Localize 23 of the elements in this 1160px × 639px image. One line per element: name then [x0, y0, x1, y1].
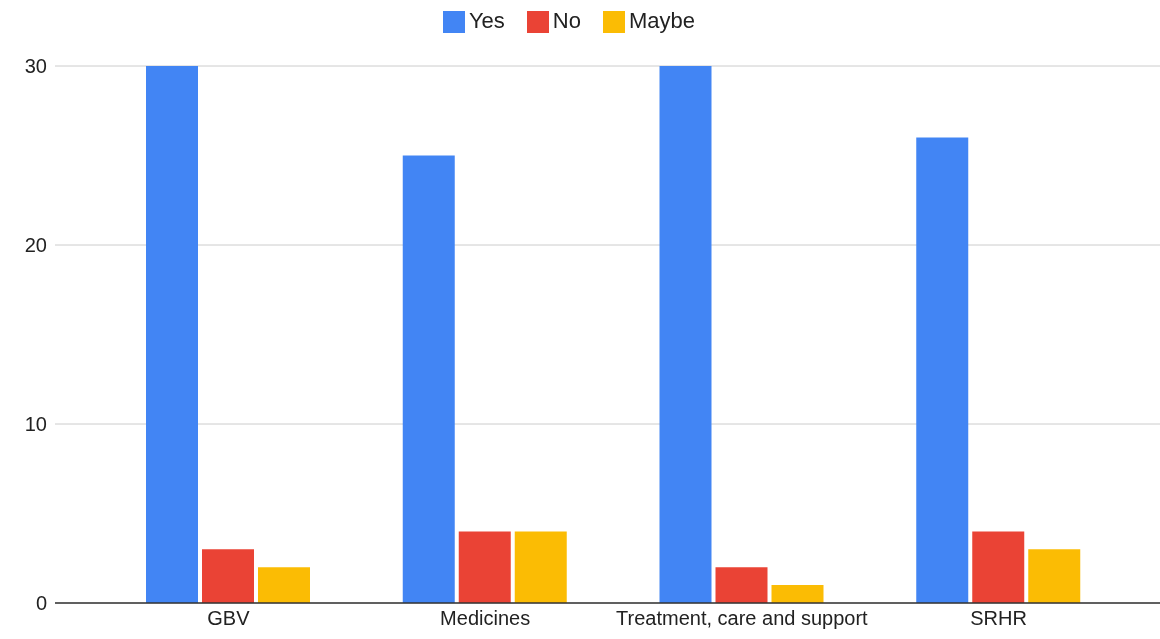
x-tick-label: GBV	[207, 607, 251, 630]
legend-label: Maybe	[628, 8, 696, 33]
bar	[659, 66, 712, 603]
legend-label: No	[552, 8, 581, 33]
bar	[1028, 549, 1081, 603]
bar	[514, 531, 567, 603]
bar	[258, 567, 310, 603]
y-tick-label: 10	[24, 413, 47, 436]
y-tick-label: 30	[24, 55, 47, 78]
bar	[146, 66, 198, 603]
x-tick-label: Treatment, care and support	[616, 607, 869, 630]
bar	[202, 549, 254, 603]
bar	[458, 531, 511, 603]
y-tick-label: 0	[35, 592, 47, 615]
bar	[972, 531, 1025, 603]
bar	[771, 585, 824, 603]
bar	[916, 137, 969, 603]
x-tick-label: Medicines	[440, 607, 531, 630]
x-tick-label: SRHR	[970, 607, 1027, 630]
legend-label: Yes	[468, 8, 505, 33]
bar	[402, 155, 455, 603]
y-tick-label: 20	[24, 234, 47, 257]
bar	[715, 567, 768, 603]
